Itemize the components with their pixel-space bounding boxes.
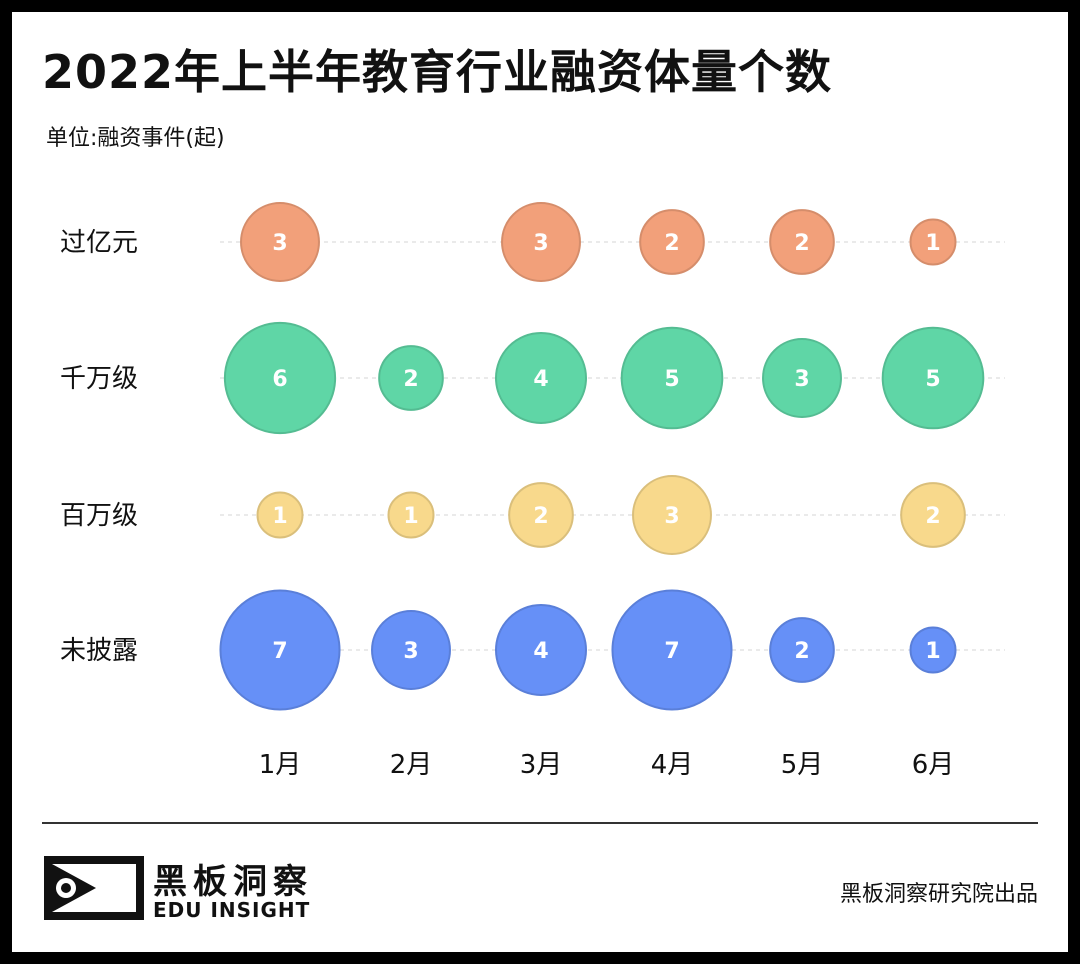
data-label: 4 bbox=[533, 367, 548, 392]
x-tick-label: 6月 bbox=[912, 750, 955, 780]
bubble bbox=[371, 610, 451, 690]
bubble bbox=[909, 626, 957, 674]
bubble bbox=[256, 491, 304, 539]
brand-logo-icon bbox=[44, 856, 144, 920]
data-label: 6 bbox=[272, 367, 287, 392]
data-label: 3 bbox=[794, 367, 809, 392]
x-tick-label: 3月 bbox=[520, 750, 563, 780]
data-label: 2 bbox=[794, 231, 809, 256]
bubble bbox=[495, 332, 587, 424]
data-label: 2 bbox=[533, 504, 548, 529]
data-label: 1 bbox=[272, 504, 287, 529]
data-label: 3 bbox=[664, 504, 679, 529]
credit-text: 黑板洞察研究院出品 bbox=[839, 882, 1038, 907]
bubble bbox=[501, 202, 581, 282]
data-label: 2 bbox=[925, 504, 940, 529]
y-tick-label: 未披露 bbox=[60, 636, 138, 666]
bubble bbox=[508, 482, 574, 548]
x-tick-label: 1月 bbox=[259, 750, 302, 780]
data-label: 2 bbox=[403, 367, 418, 392]
data-label: 1 bbox=[925, 231, 940, 256]
bubble bbox=[762, 338, 842, 418]
brand-name-cn: 黑板洞察 bbox=[153, 862, 313, 902]
bubble bbox=[219, 589, 341, 711]
data-label: 2 bbox=[794, 639, 809, 664]
data-label: 2 bbox=[664, 231, 679, 256]
bubble bbox=[611, 589, 733, 711]
bubble bbox=[881, 326, 985, 430]
bubble bbox=[639, 209, 705, 275]
x-tick-label: 4月 bbox=[651, 750, 694, 780]
unit-label: 单位:融资事件(起) bbox=[46, 126, 225, 151]
bubble bbox=[223, 321, 337, 435]
data-label: 3 bbox=[533, 231, 548, 256]
bubble bbox=[769, 209, 835, 275]
data-label: 1 bbox=[925, 639, 940, 664]
data-label: 5 bbox=[925, 367, 940, 392]
bubble bbox=[620, 326, 724, 430]
data-label: 7 bbox=[664, 639, 679, 664]
y-tick-label: 千万级 bbox=[60, 364, 138, 394]
y-tick-label: 百万级 bbox=[60, 501, 138, 531]
bubble bbox=[769, 617, 835, 683]
data-label: 5 bbox=[664, 367, 679, 392]
x-tick-label: 5月 bbox=[781, 750, 824, 780]
bubble bbox=[900, 482, 966, 548]
y-tick-label: 过亿元 bbox=[60, 228, 138, 258]
bubble bbox=[632, 475, 712, 555]
footer-divider bbox=[42, 822, 1038, 824]
bubble bbox=[378, 345, 444, 411]
data-label: 7 bbox=[272, 639, 287, 664]
bubble bbox=[495, 604, 587, 696]
x-tick-label: 2月 bbox=[390, 750, 433, 780]
data-label: 3 bbox=[272, 231, 287, 256]
brand-name-en: EDU INSIGHT bbox=[153, 898, 311, 922]
data-label: 3 bbox=[403, 639, 418, 664]
bubble bbox=[387, 491, 435, 539]
bubble bbox=[240, 202, 320, 282]
chart-title: 2022年上半年教育行业融资体量个数 bbox=[42, 45, 833, 99]
bubble bbox=[909, 218, 957, 266]
data-label: 4 bbox=[533, 639, 548, 664]
data-label: 1 bbox=[403, 504, 418, 529]
